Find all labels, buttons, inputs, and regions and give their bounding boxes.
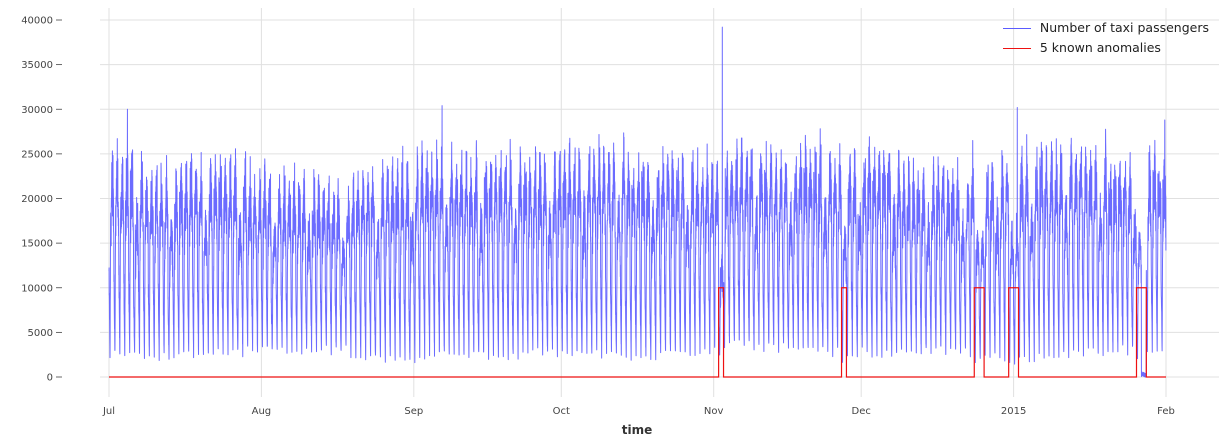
x-axis-label: time <box>622 423 653 437</box>
series-taxi-passengers <box>108 26 1167 378</box>
x-axis: Jul Aug Sep Oct Nov Dec 2015 Feb <box>102 406 1175 417</box>
x-tick-label: Sep <box>404 406 423 417</box>
legend-swatch-blue <box>1002 27 1031 29</box>
y-tick-label: 10000 <box>21 283 53 294</box>
x-tick-label: Oct <box>553 406 570 417</box>
y-tick-label: 35000 <box>21 60 53 71</box>
y-tick-label: 5000 <box>28 328 53 339</box>
x-tick-label: 2015 <box>1001 406 1026 417</box>
y-tick-label: 30000 <box>21 105 53 116</box>
x-tick-label: Nov <box>704 406 724 417</box>
legend-swatch-red <box>1002 47 1031 49</box>
legend: Number of taxi passengers 5 known anomal… <box>1002 18 1209 58</box>
x-tick-label: Dec <box>852 406 871 417</box>
y-tick-label: 40000 <box>21 16 53 27</box>
y-tick-label: 25000 <box>21 149 53 160</box>
y-axis: 0 5000 10000 15000 20000 25000 30000 35000 40000 <box>21 16 62 384</box>
x-tick-label: Jul <box>102 406 115 417</box>
legend-label: Number of taxi passengers <box>1039 20 1209 35</box>
legend-item-anomalies: 5 known anomalies <box>1002 38 1209 58</box>
x-tick-label: Aug <box>252 406 272 417</box>
series-anomalies <box>109 287 1166 378</box>
y-tick-label: 20000 <box>21 194 53 205</box>
legend-item-passengers: Number of taxi passengers <box>1002 18 1209 38</box>
legend-label: 5 known anomalies <box>1039 40 1161 55</box>
x-tick-label: Feb <box>1157 406 1175 417</box>
y-tick-label: 15000 <box>21 239 53 250</box>
y-tick-label: 0 <box>47 373 53 384</box>
